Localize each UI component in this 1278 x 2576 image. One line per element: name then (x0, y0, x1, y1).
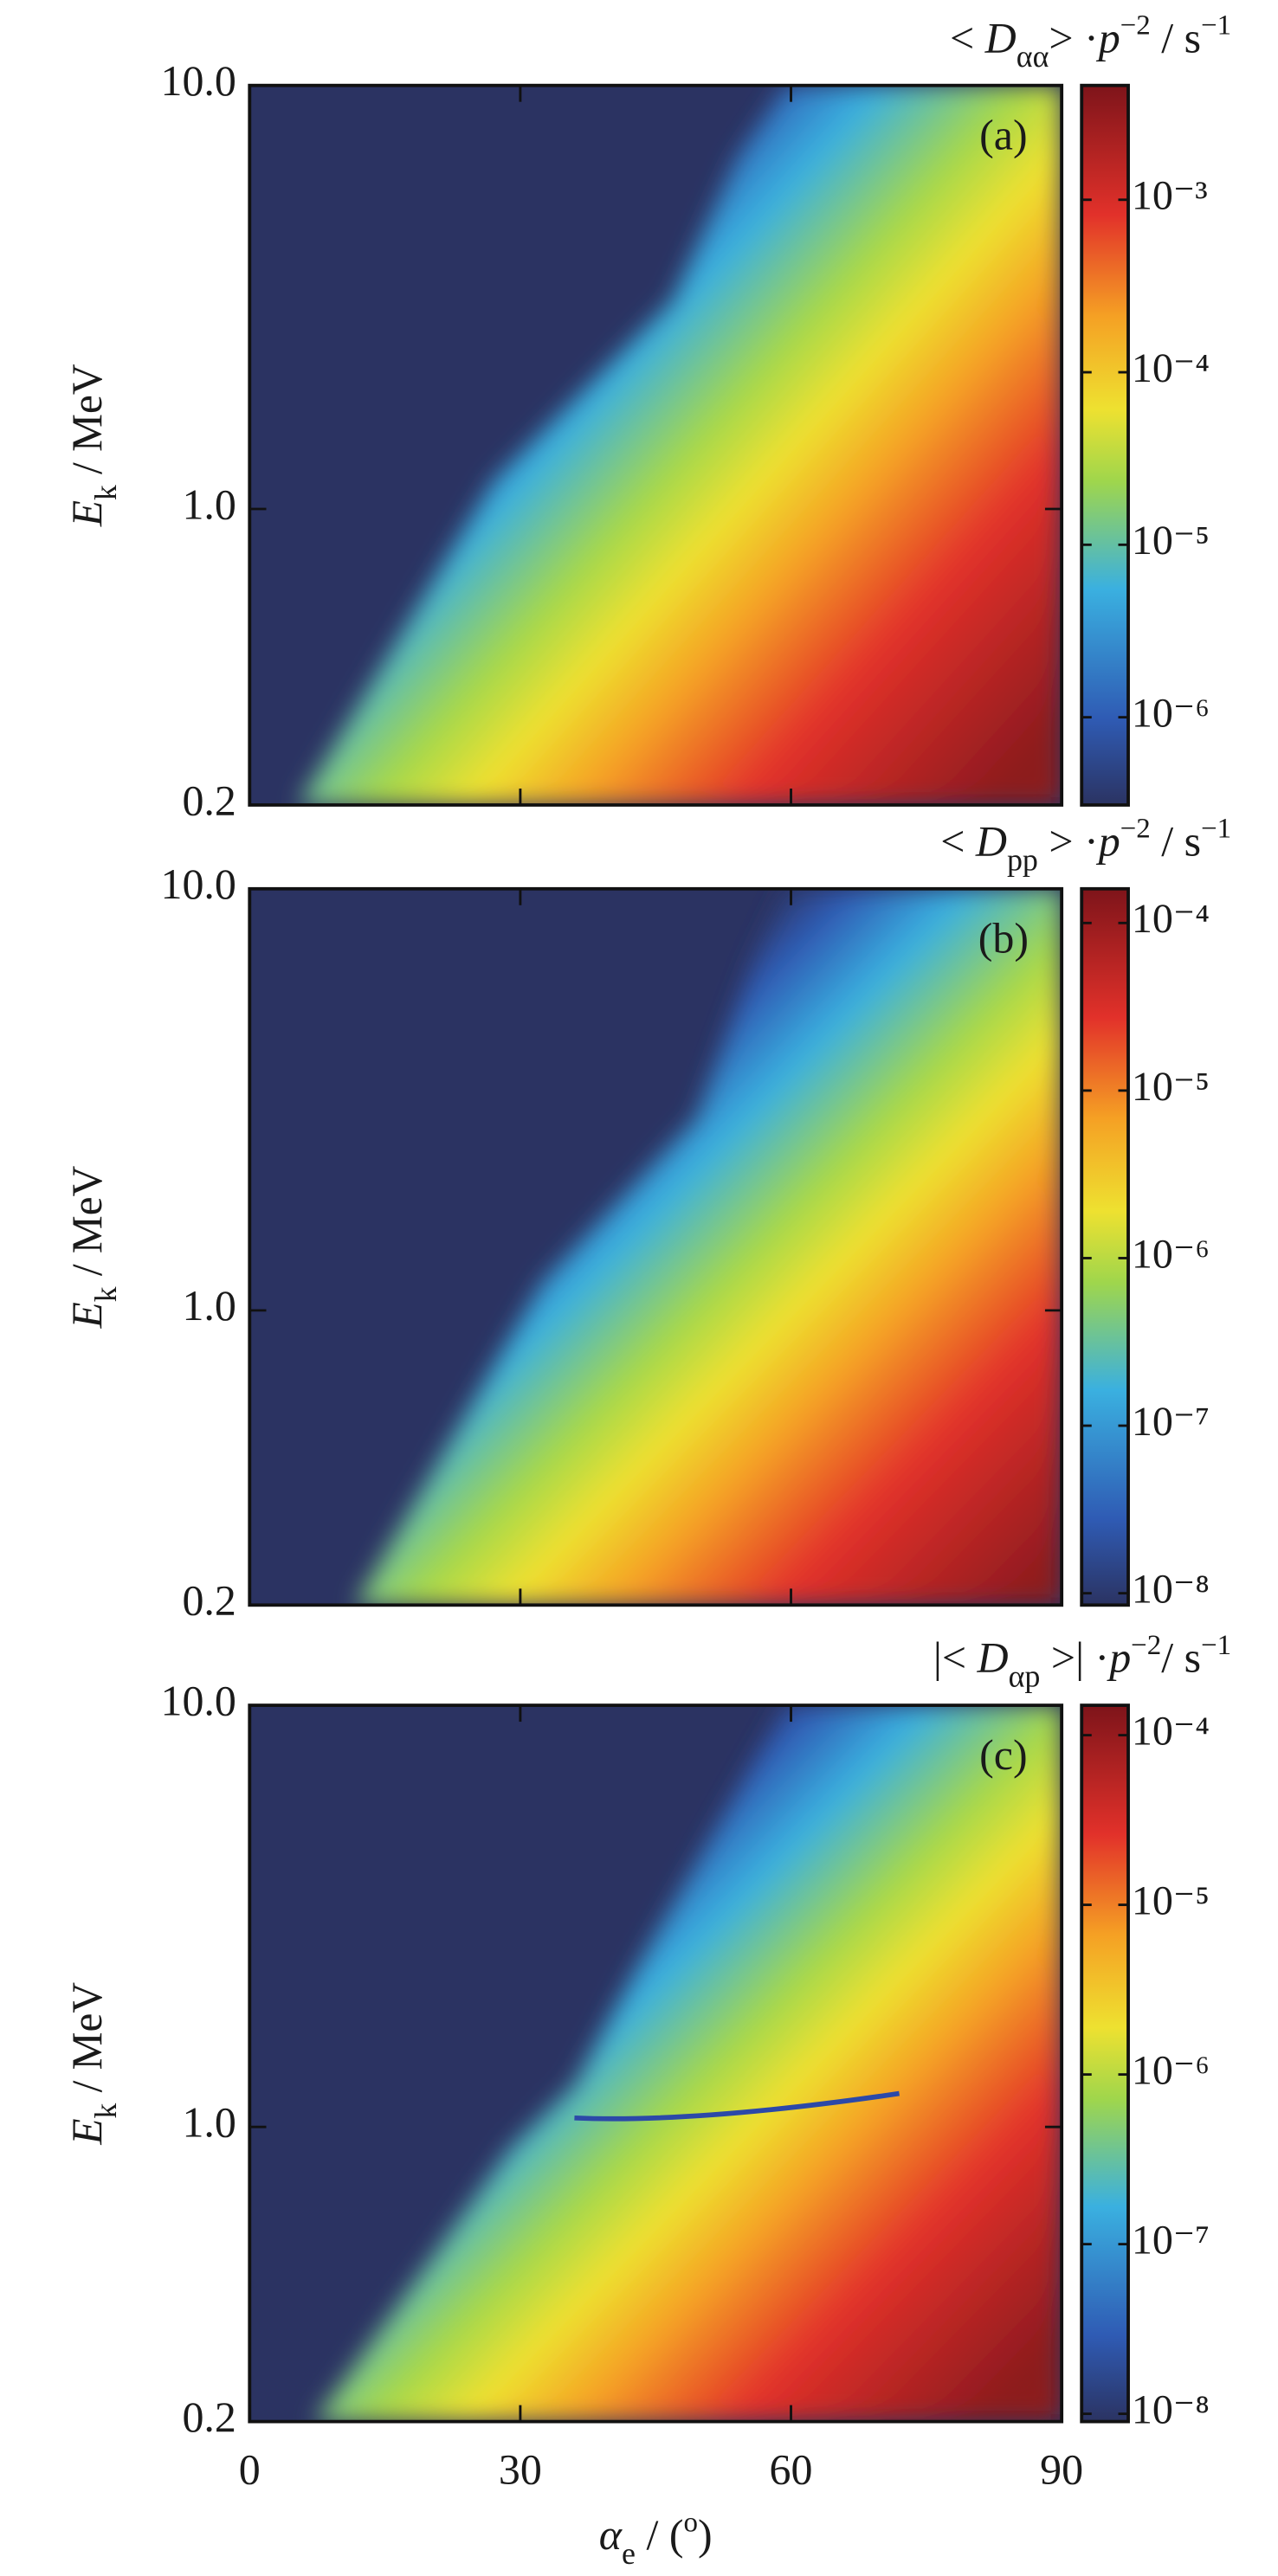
y-tick-label: 10.0 (160, 57, 236, 105)
label-part: |< (933, 1634, 978, 1682)
label-part: −2 (1120, 813, 1151, 844)
colorbar-label: < Dαα> ·p−2 / s−1 (950, 10, 1231, 74)
panel: 0.2 1.0 10.0 (b) Ek / MeV 10⁻⁸ 10⁻⁷ 10⁻⁶ 10⁻⁵ 10⁻… (63, 813, 1231, 1624)
label-part: E (63, 500, 111, 527)
label-part: α (599, 2512, 623, 2560)
label-part: −1 (1201, 813, 1231, 844)
y-axis-label: Ek / MeV (63, 1166, 123, 1330)
label-part: > · (1049, 15, 1098, 62)
label-part: ) (698, 2512, 713, 2560)
label-part: / s (1161, 1634, 1201, 1682)
heatmap-field (298, 85, 1062, 805)
label-part: E (63, 2119, 111, 2146)
label-part: k (88, 1286, 123, 1302)
colorbar-tick-label: 10⁻⁵ (1132, 518, 1210, 564)
label-part: < (950, 15, 985, 62)
heatmap-ridge (574, 2090, 900, 2122)
y-tick-label: 1.0 (182, 2099, 236, 2147)
label-part: < (940, 818, 976, 866)
label-part: k (88, 485, 123, 500)
panel: 0.2 1.0 10.0 (a) Ek / MeV 10⁻⁶ 10⁻⁵ 10⁻⁴ 10⁻³ < D… (63, 10, 1231, 824)
colorbar-tick-label: 10⁻⁶ (1132, 691, 1210, 737)
colorbar (1080, 886, 1130, 1607)
label-part: / MeV (63, 1982, 111, 2103)
panel-label: (b) (978, 915, 1029, 963)
colorbar-label: |< Dαp >| ·p−2/ s−1 (933, 1629, 1231, 1693)
label-part: o (684, 2507, 698, 2538)
heatmap (249, 85, 1062, 805)
label-part: > · (1038, 818, 1099, 866)
heatmap-field (355, 888, 1062, 1606)
y-tick-label: 0.2 (182, 2393, 236, 2441)
colorbar-tick-label: 10⁻⁵ (1132, 1064, 1210, 1110)
x-tick-label: 90 (1040, 2446, 1083, 2494)
y-axis-label: Ek / MeV (63, 1982, 123, 2146)
colorbar-tick-label: 10⁻⁷ (1132, 1399, 1210, 1445)
label-part: D (976, 1634, 1008, 1682)
label-part: p (1096, 818, 1120, 866)
label-part: pp (1007, 843, 1038, 878)
label-part: D (984, 15, 1017, 62)
label-part: / MeV (63, 364, 111, 485)
x-tick-label: 0 (239, 2446, 261, 2494)
x-axis-label: αe / (o) (599, 2507, 713, 2571)
label-part: αα (1017, 40, 1049, 74)
y-tick-label: 10.0 (160, 1678, 236, 1725)
label-part: −2 (1120, 10, 1151, 41)
label-part: αp (1009, 1659, 1041, 1694)
label-part: D (975, 818, 1007, 866)
label-part: / MeV (63, 1166, 111, 1287)
label-part: e (622, 2536, 636, 2571)
plot-frame (248, 1703, 1064, 2424)
label-part: −1 (1201, 10, 1231, 41)
label-part: / ( (636, 2512, 684, 2560)
label-part: p (1107, 1634, 1131, 1682)
colorbar-tick-label: 10⁻³ (1132, 173, 1208, 219)
y-tick-label: 10.0 (160, 860, 236, 908)
x-tick-label: 60 (770, 2446, 813, 2494)
colorbar (1080, 83, 1130, 807)
heatmap-field (314, 1705, 1062, 2422)
colorbar (1080, 1703, 1130, 2424)
plot-frame (248, 83, 1064, 807)
y-tick-label: 0.2 (182, 1577, 236, 1625)
y-axis-label: Ek / MeV (63, 364, 123, 527)
label-part: / s (1151, 15, 1201, 62)
colorbar-tick-label: 10⁻⁶ (1132, 2048, 1210, 2094)
panel: 0.2 1.0 10.0 0 30 60 90 (c) Ek / MeV αe / (o) 10⁻⁸… (63, 1629, 1231, 2571)
colorbar-tick-label: 10⁻⁴ (1132, 896, 1210, 942)
y-tick-label: 1.0 (182, 481, 236, 529)
heatmap (249, 888, 1062, 1606)
label-part: −2 (1131, 1629, 1161, 1660)
colorbar-tick-label: 10⁻⁵ (1132, 1878, 1210, 1924)
label-part: E (63, 1302, 111, 1329)
label-part: −1 (1201, 1629, 1231, 1660)
colorbar-tick-label: 10⁻⁴ (1132, 345, 1210, 391)
y-tick-label: 0.2 (182, 777, 236, 825)
colorbar-tick-label: 10⁻⁷ (1132, 2218, 1210, 2264)
colorbar-tick-label: 10⁻⁸ (1132, 2387, 1210, 2433)
label-part: p (1096, 15, 1120, 62)
colorbar-label: < Dpp > ·p−2 / s−1 (940, 813, 1231, 877)
colorbar-tick-label: 10⁻⁶ (1132, 1232, 1210, 1278)
label-part: / s (1151, 818, 1201, 866)
colorbar-tick-label: 10⁻⁴ (1132, 1709, 1210, 1755)
plot-frame (248, 886, 1064, 1607)
x-tick-label: 30 (499, 2446, 542, 2494)
label-part: k (88, 2103, 123, 2119)
colorbar-tick-label: 10⁻⁸ (1132, 1567, 1210, 1613)
panel-label: (c) (979, 1731, 1027, 1779)
y-tick-label: 1.0 (182, 1282, 236, 1330)
panel-label: (a) (979, 112, 1027, 159)
label-part: >| · (1040, 1634, 1109, 1682)
heatmap (249, 1705, 1062, 2422)
